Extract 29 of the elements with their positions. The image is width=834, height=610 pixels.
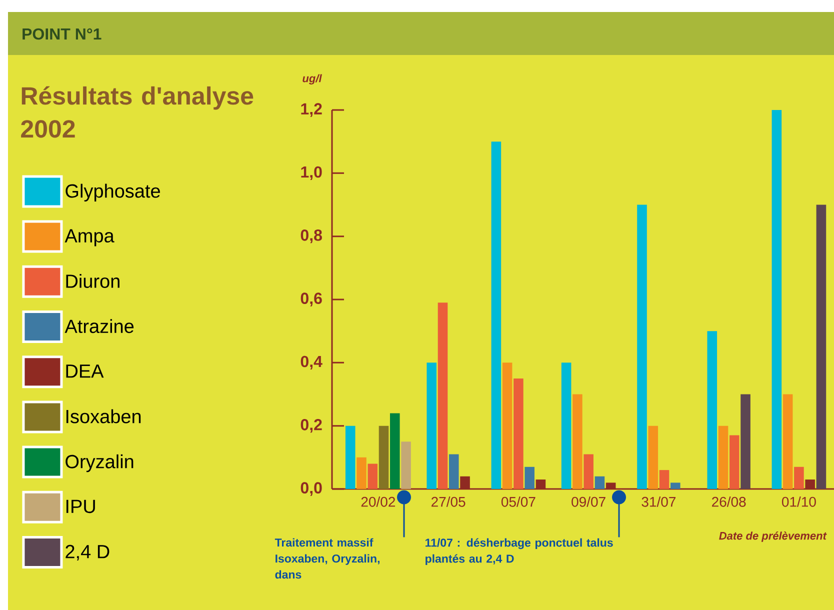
legend-label: Oryzalin	[66, 454, 134, 472]
x-tick-label: 01/10	[782, 496, 816, 507]
legend-label: Glyphosate	[66, 184, 160, 202]
y-tick-label: 0,6	[300, 292, 322, 306]
y-tick-label: 1,0	[301, 166, 322, 180]
text: POINT N°1	[22, 28, 102, 40]
text: 11/07 : désherbage ponctuel talus plantés au 2,4 D	[426, 538, 613, 566]
y-tick-label: 0,0	[300, 482, 322, 496]
y-tick-label: 0,4	[300, 356, 322, 370]
legend-label: Ampa	[64, 229, 114, 246]
legend-label: DEA	[66, 364, 104, 378]
legend-label: 2,4 D	[66, 544, 110, 561]
x-tick-label: 31/07	[642, 496, 676, 507]
legend-label: Diuron	[66, 274, 120, 288]
x-tick-label: 26/08	[712, 496, 746, 507]
legend-label: Isoxaben	[66, 409, 141, 424]
x-axis-title: Date de prélèvement	[719, 532, 827, 542]
x-tick-label: 05/07	[501, 496, 536, 507]
x-tick-label: 20/02	[361, 496, 396, 507]
y-tick-label: 0,2	[300, 419, 322, 433]
y-tick-label: 0,8	[300, 230, 322, 244]
chart-title: Résultats d'analyse 2002	[21, 86, 254, 138]
x-tick-label: 09/07	[572, 496, 606, 507]
x-tick-label: 27/05	[432, 496, 466, 507]
text: Traitement massif Isoxaben, Oryzalin, dans	[274, 538, 380, 579]
legend-label: Atrazine	[64, 319, 134, 334]
legend-label: IPU	[66, 500, 95, 514]
y-tick-label: 1,2	[301, 103, 322, 117]
y-axis-title: ug/l	[302, 74, 322, 84]
